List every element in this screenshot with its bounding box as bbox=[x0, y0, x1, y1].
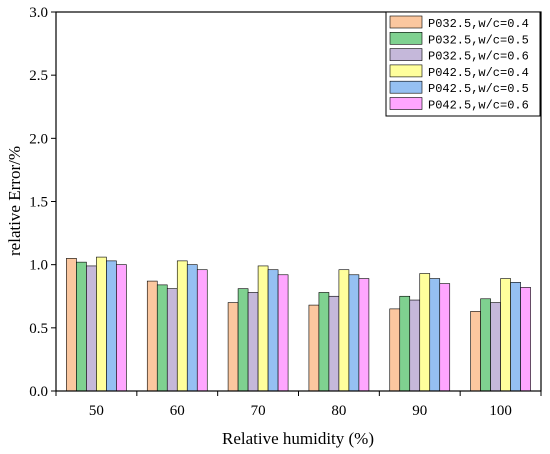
bar-80-series-6 bbox=[358, 278, 370, 392]
bar-70-series-1 bbox=[227, 302, 239, 392]
bar-90-series-6 bbox=[439, 283, 451, 392]
x-tick-label: 80 bbox=[331, 403, 346, 419]
bar-100-series-1 bbox=[470, 311, 481, 392]
bar-80-series-3 bbox=[328, 295, 340, 392]
bar-80-series-1 bbox=[308, 304, 320, 392]
bar-80-series-2 bbox=[318, 292, 330, 392]
y-tick-label: 0.0 bbox=[29, 384, 48, 400]
x-tick-label: 70 bbox=[251, 403, 266, 419]
legend-swatch bbox=[389, 80, 423, 94]
legend-label: P042.5,w/c=0.5 bbox=[428, 82, 529, 96]
bars-group bbox=[66, 256, 531, 392]
bar-50-series-6 bbox=[116, 264, 127, 392]
bar-50-series-2 bbox=[76, 261, 87, 392]
legend-swatch bbox=[389, 97, 423, 110]
x-tick-label: 50 bbox=[89, 403, 104, 419]
bar-90-series-4 bbox=[419, 273, 431, 392]
bar-70-series-5 bbox=[267, 269, 279, 392]
y-axis-title: relative Error/% bbox=[5, 146, 24, 256]
bar-100-series-4 bbox=[500, 278, 511, 392]
bar-70-series-3 bbox=[247, 292, 259, 392]
bar-100-series-6 bbox=[520, 287, 531, 392]
y-tick-label: 3.0 bbox=[29, 5, 48, 21]
bar-70-series-2 bbox=[237, 288, 249, 392]
bar-90-series-5 bbox=[429, 278, 441, 392]
legend-label: P042.5,w/c=0.4 bbox=[428, 66, 529, 80]
bar-80-series-5 bbox=[348, 274, 360, 392]
bar-50-series-4 bbox=[96, 256, 107, 392]
legend-label: P032.5,w/c=0.5 bbox=[428, 33, 529, 47]
bar-60-series-4 bbox=[176, 260, 188, 392]
x-axis-title: Relative humidity (%) bbox=[222, 429, 374, 448]
bar-60-series-1 bbox=[146, 280, 158, 392]
y-tick-label: 1.0 bbox=[29, 258, 48, 274]
bar-60-series-5 bbox=[186, 264, 198, 392]
bar-100-series-2 bbox=[480, 298, 491, 392]
x-tick-label: 60 bbox=[170, 403, 185, 419]
y-tick-label: 2.0 bbox=[29, 131, 48, 147]
legend-label: P032.5,w/c=0.6 bbox=[428, 50, 529, 64]
bar-50-series-5 bbox=[106, 260, 117, 392]
y-tick-label: 1.5 bbox=[29, 195, 48, 211]
legend-swatch bbox=[389, 31, 423, 45]
y-tick-label: 2.5 bbox=[29, 68, 48, 84]
bar-70-series-6 bbox=[277, 274, 289, 392]
legend: P032.5,w/c=0.4 P032.5,w/c=0.5 P032.5,w/c=0… bbox=[385, 11, 541, 117]
bar-50-series-3 bbox=[86, 265, 97, 392]
bar-80-series-4 bbox=[338, 269, 350, 392]
x-tick-label: 100 bbox=[489, 403, 512, 419]
bar-90-series-1 bbox=[389, 308, 401, 392]
bar-100-series-3 bbox=[490, 302, 501, 392]
axis-ticks: 0.0 0.5 1.0 1.5 2.0 2.5 3.0 50 60 70 80 90 100 bbox=[29, 5, 542, 419]
bar-100-series-5 bbox=[510, 282, 521, 392]
y-tick-label: 0.5 bbox=[29, 321, 48, 337]
legend-swatch bbox=[389, 64, 423, 78]
legend-label: P032.5,w/c=0.4 bbox=[428, 17, 529, 31]
bar-70-series-4 bbox=[257, 265, 269, 392]
bar-60-series-6 bbox=[196, 269, 208, 392]
x-tick-label: 90 bbox=[412, 403, 427, 419]
bar-60-series-3 bbox=[166, 288, 178, 392]
legend-swatch bbox=[389, 48, 423, 61]
bar-90-series-2 bbox=[399, 295, 411, 392]
bar-50-series-1 bbox=[66, 258, 77, 392]
legend-swatch bbox=[389, 15, 423, 29]
bar-90-series-3 bbox=[409, 299, 421, 392]
legend-label: P042.5,w/c=0.6 bbox=[428, 99, 529, 113]
bar-60-series-2 bbox=[156, 284, 168, 392]
